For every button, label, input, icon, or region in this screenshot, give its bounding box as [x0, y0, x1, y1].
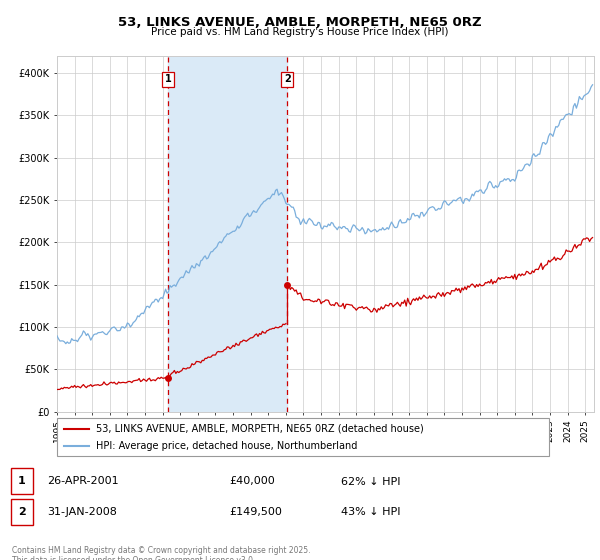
- Text: 53, LINKS AVENUE, AMBLE, MORPETH, NE65 0RZ (detached house): 53, LINKS AVENUE, AMBLE, MORPETH, NE65 0…: [97, 423, 424, 433]
- Text: 31-JAN-2008: 31-JAN-2008: [47, 507, 117, 517]
- Text: Contains HM Land Registry data © Crown copyright and database right 2025.
This d: Contains HM Land Registry data © Crown c…: [12, 546, 311, 560]
- FancyBboxPatch shape: [57, 418, 549, 456]
- Text: Price paid vs. HM Land Registry's House Price Index (HPI): Price paid vs. HM Land Registry's House …: [151, 27, 449, 37]
- Text: 62% ↓ HPI: 62% ↓ HPI: [341, 477, 401, 487]
- Text: 2: 2: [284, 74, 290, 84]
- Text: HPI: Average price, detached house, Northumberland: HPI: Average price, detached house, Nort…: [97, 441, 358, 451]
- Text: 43% ↓ HPI: 43% ↓ HPI: [341, 507, 401, 517]
- FancyBboxPatch shape: [11, 500, 33, 525]
- Text: £40,000: £40,000: [229, 477, 275, 487]
- Bar: [168, 56, 287, 412]
- Text: 1: 1: [165, 74, 172, 84]
- Text: 2: 2: [18, 507, 26, 517]
- Text: £149,500: £149,500: [229, 507, 283, 517]
- Text: 1: 1: [18, 477, 26, 487]
- Text: 53, LINKS AVENUE, AMBLE, MORPETH, NE65 0RZ: 53, LINKS AVENUE, AMBLE, MORPETH, NE65 0…: [118, 16, 482, 29]
- FancyBboxPatch shape: [11, 469, 33, 494]
- Text: 26-APR-2001: 26-APR-2001: [47, 477, 119, 487]
